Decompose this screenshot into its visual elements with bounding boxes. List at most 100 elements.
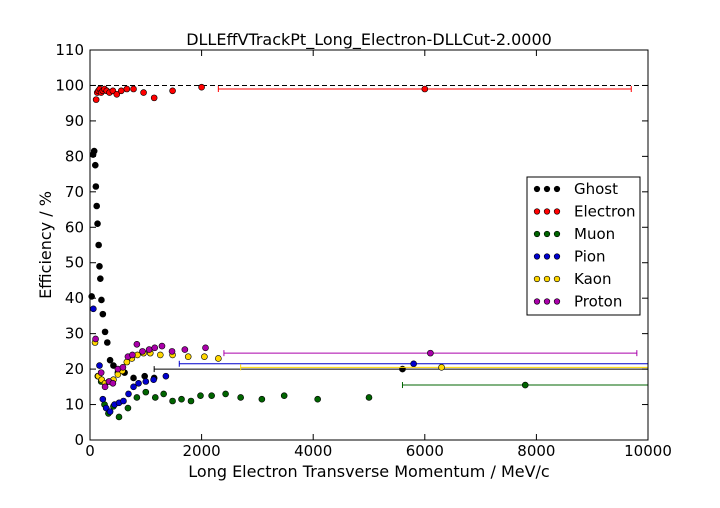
kaon-point (184, 353, 192, 360)
muon-point (280, 392, 288, 399)
legend-marker-muon (553, 230, 561, 238)
y-tick-label: 40 (65, 289, 84, 307)
legend-marker-pion (553, 253, 561, 260)
y-tick-label: 80 (65, 147, 84, 165)
ghost-point (90, 147, 98, 155)
legend-entry-ghost: Ghost (533, 180, 618, 198)
kaon-point (215, 355, 222, 362)
legend-marker-pion (543, 253, 551, 260)
muon-point (237, 394, 244, 401)
legend-entry-kaon: Kaon (533, 270, 611, 288)
proton-point (158, 342, 166, 350)
proton-point (133, 340, 141, 348)
proton-point (101, 383, 109, 391)
ticks-layer: 0 2000 4000 6000 8000 10000 0 10 20 30 40 50 60 70 80 9… (55, 41, 672, 460)
electron-point (130, 85, 137, 93)
muon-point (160, 390, 167, 398)
pion-point (120, 397, 127, 405)
legend-marker-ghost (553, 185, 561, 193)
muon-point (187, 397, 195, 405)
proton-point (119, 364, 127, 371)
ghost-point (93, 202, 100, 210)
legend-marker-pion (533, 253, 541, 260)
y-tick-label: 30 (65, 325, 84, 343)
legend-label-muon: Muon (574, 225, 615, 243)
y-axis-title: Efficiency / % (36, 191, 55, 299)
ghost-point (92, 183, 100, 190)
ghost-point (101, 328, 109, 336)
pion-point (142, 378, 150, 385)
muon-point (133, 394, 141, 401)
electron-point (140, 89, 147, 96)
pion-point (130, 383, 137, 391)
pion-point (90, 305, 97, 313)
ghost-point (96, 262, 103, 270)
legend-label-electron: Electron (574, 203, 636, 221)
x-tick-label: 2000 (183, 442, 221, 460)
muon-point (151, 394, 159, 401)
pion-point (96, 362, 103, 369)
ghost-point (92, 161, 99, 169)
kaon-point (201, 353, 208, 360)
proton-point (168, 348, 176, 355)
legend-marker-ghost (543, 185, 551, 193)
proton-point (202, 344, 209, 352)
y-tick-label: 60 (65, 218, 84, 236)
legend-marker-ghost (533, 185, 541, 193)
legend-marker-proton (553, 298, 561, 305)
electron-point (150, 94, 158, 102)
pion-point (162, 372, 170, 380)
ghost-point (141, 372, 148, 380)
legend-marker-proton (533, 298, 541, 305)
legend-marker-kaon (543, 275, 551, 283)
legend-marker-muon (533, 230, 541, 238)
legend-entry-muon: Muon (533, 225, 615, 243)
muon-point (142, 388, 150, 396)
legend-entry-electron: Electron (533, 203, 636, 221)
legend-label-kaon: Kaon (574, 270, 611, 288)
pion-point (135, 379, 142, 387)
ghost-point (97, 275, 104, 282)
ghost-point (98, 296, 105, 304)
plot-frame (89, 49, 649, 441)
y-tick-label: 10 (65, 396, 84, 414)
x-axis-title: Long Electron Transverse Momentum / MeV/… (188, 462, 549, 481)
electron-point (421, 85, 429, 93)
y-tick-label: 50 (65, 254, 84, 272)
legend-marker-muon (543, 230, 551, 238)
series-proton (92, 335, 638, 391)
y-tick-label: 100 (55, 76, 84, 94)
y-tick-label: 110 (55, 41, 84, 59)
electron-point (113, 91, 121, 98)
proton-point (181, 346, 189, 353)
x-tick-label: 10000 (624, 442, 672, 460)
proton-point (97, 369, 105, 376)
legend-label-pion: Pion (574, 248, 606, 266)
ghost-point (95, 241, 102, 249)
x-tick-label: 8000 (517, 442, 555, 460)
pion-point (99, 395, 107, 403)
proton-point (139, 348, 146, 355)
series-electron (92, 83, 632, 103)
proton-point (129, 351, 136, 359)
proton-point (109, 379, 117, 387)
x-tick-label: 6000 (406, 442, 444, 460)
ghost-point (99, 310, 107, 318)
kaon-point (438, 364, 445, 371)
muon-point (169, 397, 176, 405)
legend-box (526, 176, 641, 316)
legend: Ghost Electron Muon Pion Kaon Proton (526, 176, 641, 316)
ghost-point (110, 362, 117, 369)
ghost-point (106, 356, 114, 364)
pion-point (410, 360, 417, 368)
muon-point (124, 404, 132, 412)
legend-marker-kaon (533, 275, 541, 283)
muon-point (258, 395, 266, 403)
electron-point (198, 83, 205, 91)
electron-point (169, 87, 176, 95)
ghost-point (103, 339, 111, 346)
y-tick-label: 20 (65, 360, 84, 378)
muon-point (521, 381, 529, 389)
legend-marker-kaon (553, 275, 561, 283)
